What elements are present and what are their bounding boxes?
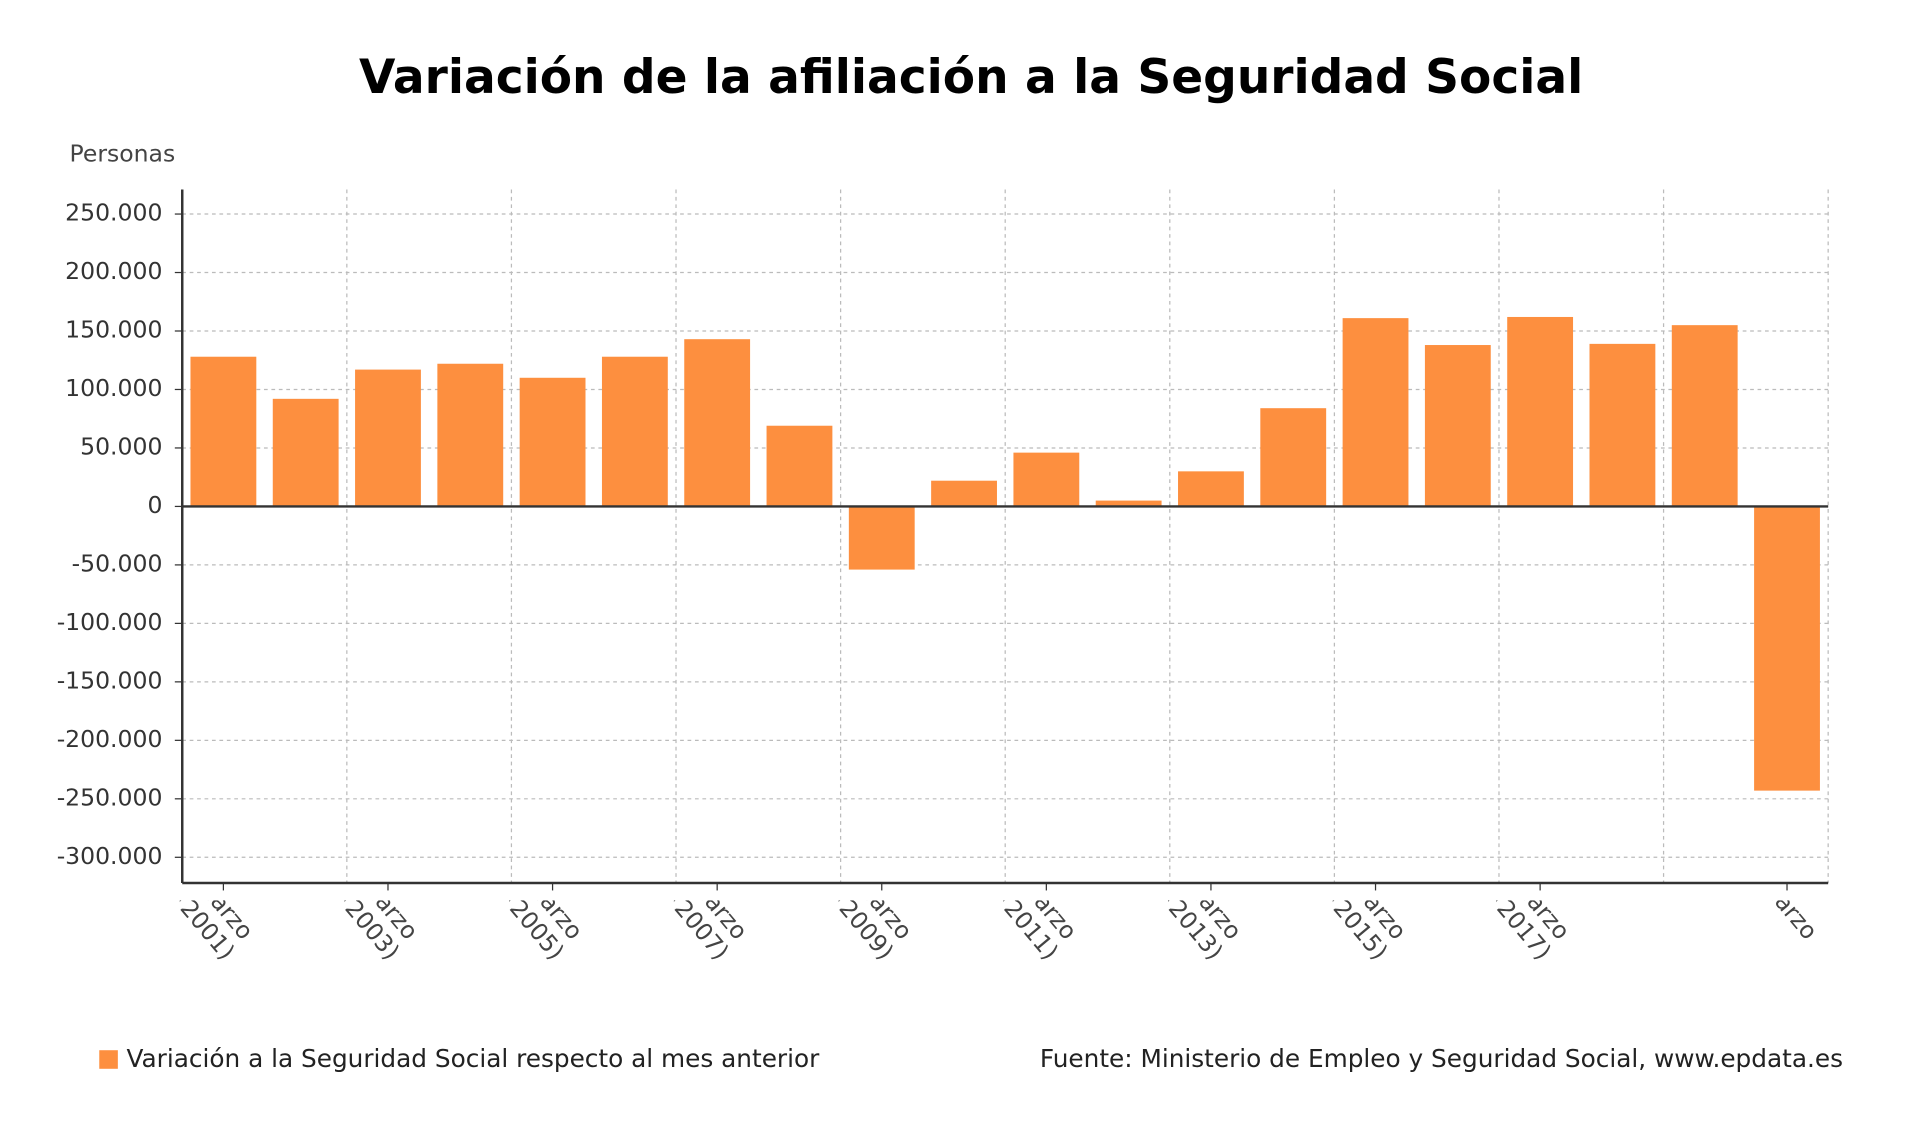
x-tick-label: Marzo (2017) bbox=[1496, 900, 1576, 966]
y-tick-label: 100.000 bbox=[65, 374, 162, 402]
bar bbox=[1342, 318, 1409, 507]
bar bbox=[1013, 452, 1080, 507]
bar bbox=[931, 480, 997, 507]
y-tick-label: 250.000 bbox=[65, 199, 162, 227]
y-tick-label: -150.000 bbox=[57, 666, 163, 694]
bar bbox=[519, 377, 586, 507]
x-tick-label: Marzo (2015) bbox=[1332, 900, 1411, 966]
y-tick-label: -50.000 bbox=[72, 549, 163, 577]
bar bbox=[1671, 325, 1738, 507]
x-tick-label-box: Marzo (2007) bbox=[673, 900, 753, 966]
y-tick-label: 50.000 bbox=[80, 432, 162, 460]
x-tick-label-box: Marzo (2009) bbox=[838, 900, 917, 966]
y-tick-label: -300.000 bbox=[57, 842, 163, 870]
y-tick-label: 0 bbox=[147, 491, 162, 519]
x-tick-label-box: Marzo (2011) bbox=[1002, 900, 1082, 966]
bar bbox=[190, 356, 257, 507]
chart-title: Variación de la afiliación a la Segurida… bbox=[359, 50, 1583, 105]
legend-swatch bbox=[99, 1050, 118, 1069]
source: Fuente: Ministerio de Empleo y Seguridad… bbox=[1040, 1044, 1843, 1073]
y-tick-label: 150.000 bbox=[65, 315, 162, 343]
bar bbox=[437, 363, 504, 507]
x-tick-label: Marzo (2011) bbox=[1002, 900, 1082, 966]
x-tick-label-box: Marzo (2017) bbox=[1496, 900, 1576, 966]
x-tick-label: Marzo (2013) bbox=[1167, 900, 1247, 966]
x-tick-label: Marzo (2003) bbox=[344, 900, 424, 966]
bar bbox=[1424, 345, 1491, 507]
bar bbox=[355, 369, 421, 507]
bar bbox=[848, 506, 915, 570]
legend-label: Variación a la Seguridad Social respecto… bbox=[127, 1044, 821, 1073]
x-tick-label: Marzo (2005) bbox=[509, 900, 588, 966]
bar bbox=[1507, 316, 1574, 507]
x-tick-label: Marzo (2007) bbox=[673, 900, 753, 966]
bar bbox=[272, 398, 339, 507]
y-axis-label: Personas bbox=[70, 139, 176, 167]
x-tick-label-box: Marzo bbox=[1755, 900, 1823, 946]
y-tick-label: -250.000 bbox=[57, 783, 163, 811]
bar bbox=[684, 339, 751, 507]
y-tick-label: -100.000 bbox=[57, 608, 163, 636]
bar bbox=[1260, 408, 1327, 507]
x-tick-label: Marzo (2001) bbox=[180, 900, 259, 966]
x-tick-label: Marzo (2009) bbox=[838, 900, 917, 966]
x-tick-label-box: Marzo (2001) bbox=[180, 900, 259, 966]
bar bbox=[1589, 343, 1656, 507]
x-tick-label: Marzo bbox=[1755, 900, 1823, 946]
y-tick-label: 200.000 bbox=[65, 257, 162, 285]
bar bbox=[1095, 500, 1162, 507]
x-tick-label-box: Marzo (2013) bbox=[1167, 900, 1247, 966]
bar bbox=[766, 425, 833, 507]
bar bbox=[601, 356, 668, 507]
x-tick-label-box: Marzo (2003) bbox=[344, 900, 424, 966]
y-tick-label: -200.000 bbox=[57, 725, 163, 753]
bar bbox=[1178, 471, 1244, 507]
bar bbox=[1754, 506, 1820, 791]
x-tick-label-box: Marzo (2015) bbox=[1332, 900, 1411, 966]
x-tick-label-box: Marzo (2005) bbox=[509, 900, 588, 966]
